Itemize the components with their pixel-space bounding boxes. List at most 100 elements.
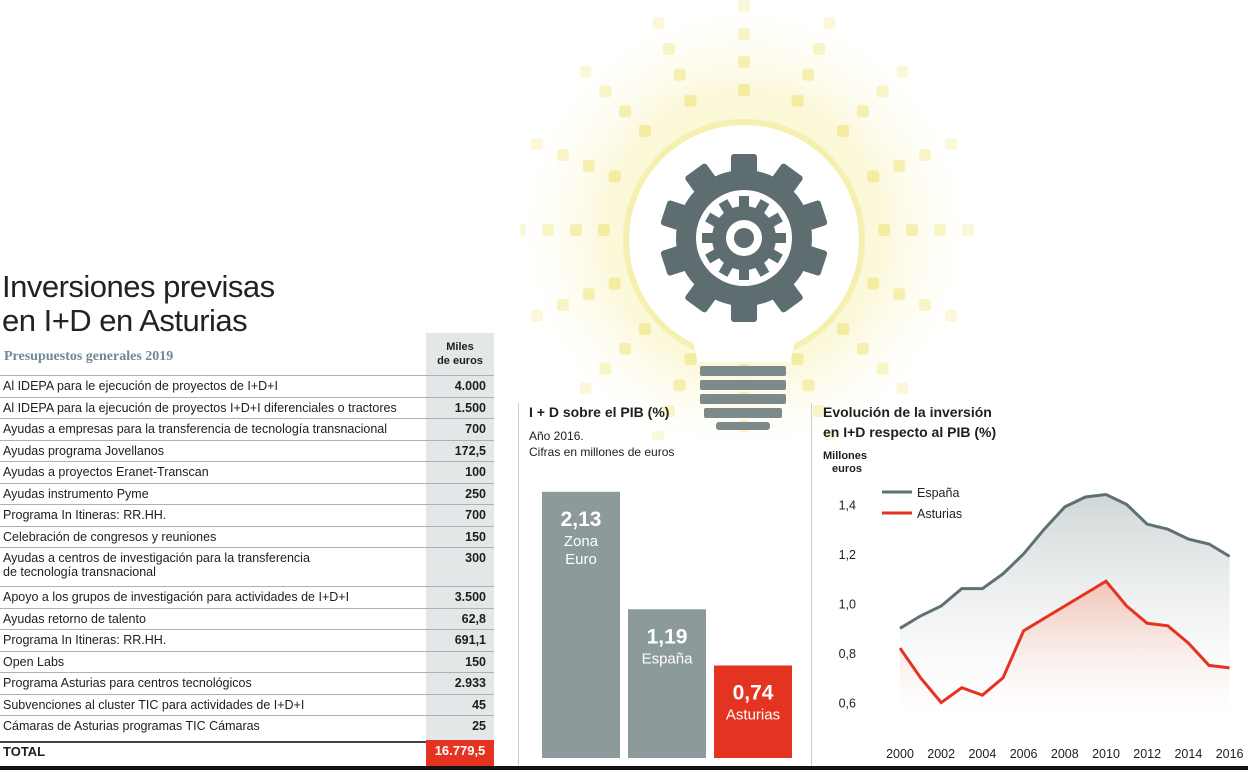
gear-icon — [660, 154, 828, 322]
row-label-line: Programa Asturias para centros tecnológi… — [3, 676, 252, 690]
row-label-line: Subvenciones al cluster TIC para activid… — [3, 697, 305, 712]
row-value: 150 — [465, 654, 486, 669]
light-ray-dot — [619, 105, 632, 118]
light-ray-dot — [598, 224, 610, 236]
table-heading: Presupuestos generales 2019 — [4, 349, 174, 364]
light-ray-dot — [608, 277, 621, 290]
table-row: Al IDEPA para le ejecución de proyectos … — [0, 375, 494, 398]
row-label: Ayudas a empresas para la transferencia … — [3, 422, 421, 436]
light-ray-dot — [893, 288, 906, 301]
lightbulb-gear-icon — [520, 0, 974, 440]
table-row: Apoyo a los grupos de investigación para… — [0, 586, 494, 609]
row-label: Open Labs — [3, 655, 421, 669]
row-label: Ayudas programa Jovellanos — [3, 444, 421, 458]
light-ray-dot — [823, 430, 836, 440]
light-ray-dot — [556, 149, 569, 161]
light-ray-dot — [867, 277, 880, 290]
light-rays — [520, 0, 974, 440]
light-ray-dot — [652, 17, 665, 30]
row-label-line: Al IDEPA para la ejecución de proyectos … — [3, 400, 397, 415]
unit-header-line-1: Miles — [446, 341, 474, 353]
light-ray-dot — [813, 42, 825, 55]
light-ray-dot — [663, 42, 675, 55]
row-label-line: Ayudas retorno de talento — [3, 611, 146, 626]
light-ray-dot — [608, 170, 621, 183]
unit-header: Miles de euros — [426, 340, 494, 368]
y-tick-label: 1,4 — [839, 498, 856, 512]
table-row: Ayudas a empresas para la transferencia … — [0, 418, 494, 441]
light-ray-dot — [579, 65, 592, 78]
row-value: 100 — [465, 465, 486, 479]
light-ray-dot — [896, 65, 909, 78]
light-ray-dot — [738, 0, 750, 12]
total-row-divider — [0, 741, 494, 768]
unit-header-line-2: de euros — [437, 355, 483, 367]
light-ray-dot — [639, 125, 651, 137]
bar-value-label: 2,13 — [561, 508, 602, 531]
light-ray-dot — [582, 159, 595, 172]
y-tick-label: 0,8 — [839, 647, 856, 661]
table-row: Cámaras de Asturias programas TIC Cámara… — [0, 715, 494, 738]
light-ray-dot — [919, 299, 932, 311]
row-label-line: de tecnología transnacional — [3, 565, 156, 579]
row-label-line: Ayudas instrumento Pyme — [3, 486, 149, 501]
table-row: Ayudas instrumento Pyme 250 — [0, 482, 494, 506]
line-chart: 0,6 0,8 1,0 1,2 1,4 2000 2002 2004 2006 2008 2010 2… — [839, 486, 1244, 761]
light-ray-dot — [619, 342, 632, 355]
area-asturias — [900, 581, 1230, 715]
bar — [628, 609, 706, 758]
row-value: 691,1 — [454, 633, 486, 647]
bottom-border — [0, 766, 1248, 770]
x-tick-label: 2006 — [1010, 747, 1038, 761]
light-ray-dot — [599, 362, 612, 375]
light-ray-dot — [582, 288, 595, 301]
row-label: Ayudas instrumento Pyme — [3, 487, 421, 501]
line-chart-title-1: Evolución de la inversión — [823, 404, 992, 420]
light-ray-dot — [738, 56, 750, 68]
table-row: Programa Asturias para centros tecnológi… — [0, 672, 494, 695]
bulb-neck — [690, 330, 798, 362]
row-value: 2.933 — [454, 676, 486, 690]
bar — [542, 491, 620, 758]
bar-category-label: España — [642, 650, 694, 667]
x-tick-label: 2012 — [1133, 747, 1161, 761]
table-row: Programa In Itineras: RR.HH. 691,1 — [0, 629, 494, 652]
row-value: 3.500 — [454, 590, 486, 604]
light-ray-dot — [919, 149, 932, 161]
light-ray-dot — [944, 309, 957, 322]
bar-value-label: 1,19 — [647, 625, 688, 648]
light-ray-dot — [663, 405, 675, 418]
light-ray-dot — [944, 138, 957, 151]
y-tick-label: 0,6 — [839, 697, 856, 711]
row-label: Al IDEPA para le ejecución de proyectos … — [3, 379, 421, 393]
row-value: 250 — [465, 486, 486, 501]
total-value: 16.779,5 — [426, 740, 494, 766]
light-ray-dot — [520, 224, 526, 236]
light-ray-dot — [673, 68, 686, 81]
bar-category-label: Euro — [565, 551, 597, 568]
light-ray-dot — [791, 353, 804, 366]
light-ray-dot — [684, 94, 697, 107]
row-label: Programa Asturias para centros tecnológi… — [3, 676, 421, 690]
x-tick-label: 2002 — [927, 747, 955, 761]
row-label-line: Apoyo a los grupos de investigación para… — [3, 590, 350, 604]
bar-chart-title: I + D sobre el PIB (%) — [529, 404, 670, 420]
page-title: Inversiones previsas en I+D en Asturias — [2, 270, 422, 338]
row-label: Al IDEPA para la ejecución de proyectos … — [3, 401, 421, 415]
light-ray-dot — [893, 159, 906, 172]
row-label: Programa In Itineras: RR.HH. — [3, 633, 421, 647]
row-label-line: Ayudas a centros de investigación para l… — [3, 551, 310, 565]
y-axis-label-1: Millones — [823, 450, 868, 462]
row-value: 25 — [472, 719, 486, 733]
x-tick-label: 2014 — [1174, 747, 1202, 761]
light-ray-dot — [684, 353, 697, 366]
bar — [714, 665, 792, 758]
row-label-line: Ayudas a empresas para la transferencia … — [3, 422, 388, 436]
row-value: 172,5 — [454, 443, 486, 458]
total-label: TOTAL — [3, 744, 46, 759]
row-value: 700 — [465, 508, 486, 522]
light-ray-dot — [856, 105, 869, 118]
row-label-line: Programa In Itineras: RR.HH. — [3, 633, 167, 647]
row-value: 300 — [465, 551, 486, 565]
x-tick-label: 2008 — [1051, 747, 1079, 761]
